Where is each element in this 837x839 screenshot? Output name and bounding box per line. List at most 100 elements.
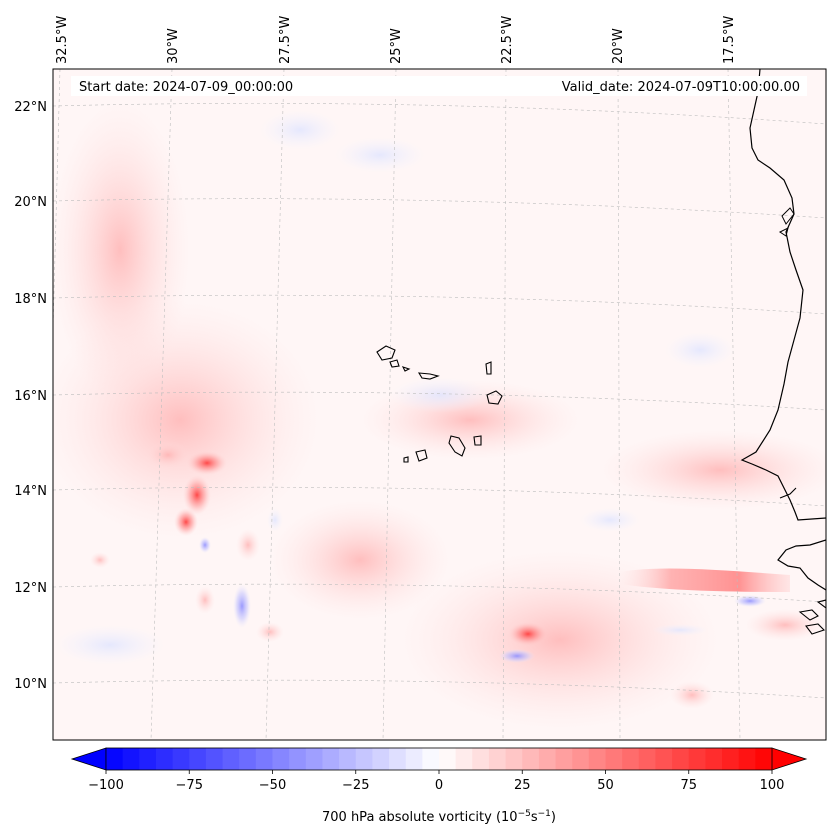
valid-date-label: Valid_date: 2024-07-09T10:00:00.00 [562, 80, 800, 95]
meridian-line [150, 69, 173, 740]
vorticity-maximum [183, 475, 211, 515]
lat-label: 10°N [14, 677, 47, 692]
parallel-line [53, 391, 826, 411]
vorticity-maximum [508, 622, 548, 646]
colorbar-cell [505, 748, 523, 770]
colorbar-cell [189, 748, 207, 770]
lat-label: 14°N [14, 484, 47, 499]
colorbar-cell [688, 748, 706, 770]
vorticity-maximum [745, 609, 825, 641]
parallel-line [53, 198, 826, 219]
vorticity-swath [270, 500, 450, 620]
colorbar-tick-label: −100 [88, 778, 124, 793]
colorbar-cell [622, 748, 640, 770]
vorticity-maximum [670, 681, 714, 709]
colorbar-cell [538, 748, 557, 770]
vorticity-minimum [199, 537, 211, 553]
colorbar-cell [305, 748, 324, 770]
vorticity-maximum [256, 622, 284, 642]
colorbar-tick-label: −50 [259, 778, 286, 793]
colorbar-cell [239, 748, 257, 770]
colorbar-cell [106, 748, 124, 770]
vorticity-minimum [652, 624, 708, 636]
island-sao-vicente [389, 359, 400, 368]
colorbar-tick-label: 75 [680, 778, 697, 793]
lon-label: 25°W [389, 28, 404, 64]
vorticity-band [620, 568, 790, 592]
meridian-line [265, 69, 285, 740]
vorticity-swath [400, 550, 720, 730]
map-panel: Start date: 2024-07-09_00:00:00 Valid_da… [52, 68, 827, 741]
negative-vorticity-patch [260, 110, 340, 150]
vorticity-maximum [187, 451, 227, 475]
lat-label: 12°N [14, 581, 47, 596]
vorticity-field [53, 69, 826, 740]
island-santo-antao [376, 345, 396, 361]
colorbar-cell [722, 748, 740, 770]
colorbar-title-mid: s [531, 810, 538, 825]
colorbar-cell [605, 748, 623, 770]
lat-label: 16°N [14, 389, 47, 404]
parallel-line [53, 583, 826, 603]
colorbar-cell [289, 748, 307, 770]
colorbar-cell [638, 748, 657, 770]
vorticity-minimum [233, 584, 251, 628]
colorbar-tick-label: 0 [435, 778, 443, 793]
lon-label: 32.5°W [55, 16, 70, 64]
vorticity-maximum [236, 529, 260, 561]
colorbar-cell [555, 748, 573, 770]
parallel-line [53, 486, 826, 507]
graticule [53, 69, 826, 740]
meridian-line [502, 69, 507, 740]
island-santiago [448, 435, 466, 457]
colorbar-cell [405, 748, 423, 770]
colorbar-cell [172, 748, 190, 770]
bissagos-islands [798, 599, 826, 635]
start-date-label: Start date: 2024-07-09_00:00:00 [79, 80, 293, 95]
colorbar-tick-label: −75 [176, 778, 203, 793]
lat-label: 22°N [14, 100, 47, 115]
colorbar-tick-label: 25 [514, 778, 531, 793]
colorbar-cell [322, 748, 340, 770]
vorticity-maximum [195, 586, 215, 614]
meridian-line [617, 69, 621, 740]
vorticity-maximum [146, 441, 190, 469]
lat-label: 18°N [14, 292, 47, 307]
colorbar-cells [106, 748, 773, 770]
colorbar-cell [389, 748, 407, 770]
parallel-line [53, 679, 826, 699]
colorbar-cell [488, 748, 507, 770]
colorbar-max-extend [771, 747, 808, 771]
colorbar-cell [205, 748, 224, 770]
parallel-line [53, 103, 826, 125]
colorbar-cell [155, 748, 174, 770]
colorbar-cell [372, 748, 390, 770]
colorbar-cell [738, 748, 756, 770]
vorticity-minimum [734, 595, 766, 607]
lon-label: 27.5°W [278, 16, 293, 64]
vorticity-maximum [90, 552, 110, 568]
colorbar-cell [272, 748, 290, 770]
colorbar-cell [355, 748, 373, 770]
lat-label: 20°N [14, 195, 47, 210]
negative-vorticity-patch [580, 508, 640, 532]
lon-label: 17.5°W [722, 16, 737, 64]
coastal-island [781, 207, 795, 225]
vorticity-minimum [499, 649, 535, 663]
colorbar-cell [422, 748, 440, 770]
lon-label: 20°W [611, 28, 626, 64]
africa-coastline [740, 69, 826, 521]
africa-coastline-south [777, 539, 826, 591]
cape-verde-islands [376, 345, 503, 463]
island-sal [485, 361, 492, 375]
negative-vorticity-patch [55, 625, 165, 665]
colorbar-cell [255, 748, 274, 770]
colorbar-ticks: −100 −75 −50 −25 0 25 50 75 100 [88, 770, 784, 793]
colorbar-tick-label: −25 [342, 778, 369, 793]
colorbar-cell [472, 748, 490, 770]
colorbar: −100 −75 −50 −25 0 25 50 75 100 700 hPa absolute… [70, 747, 808, 825]
colorbar-cell [522, 748, 540, 770]
colorbar-cell [455, 748, 473, 770]
colorbar-title-suffix: ) [551, 810, 556, 825]
